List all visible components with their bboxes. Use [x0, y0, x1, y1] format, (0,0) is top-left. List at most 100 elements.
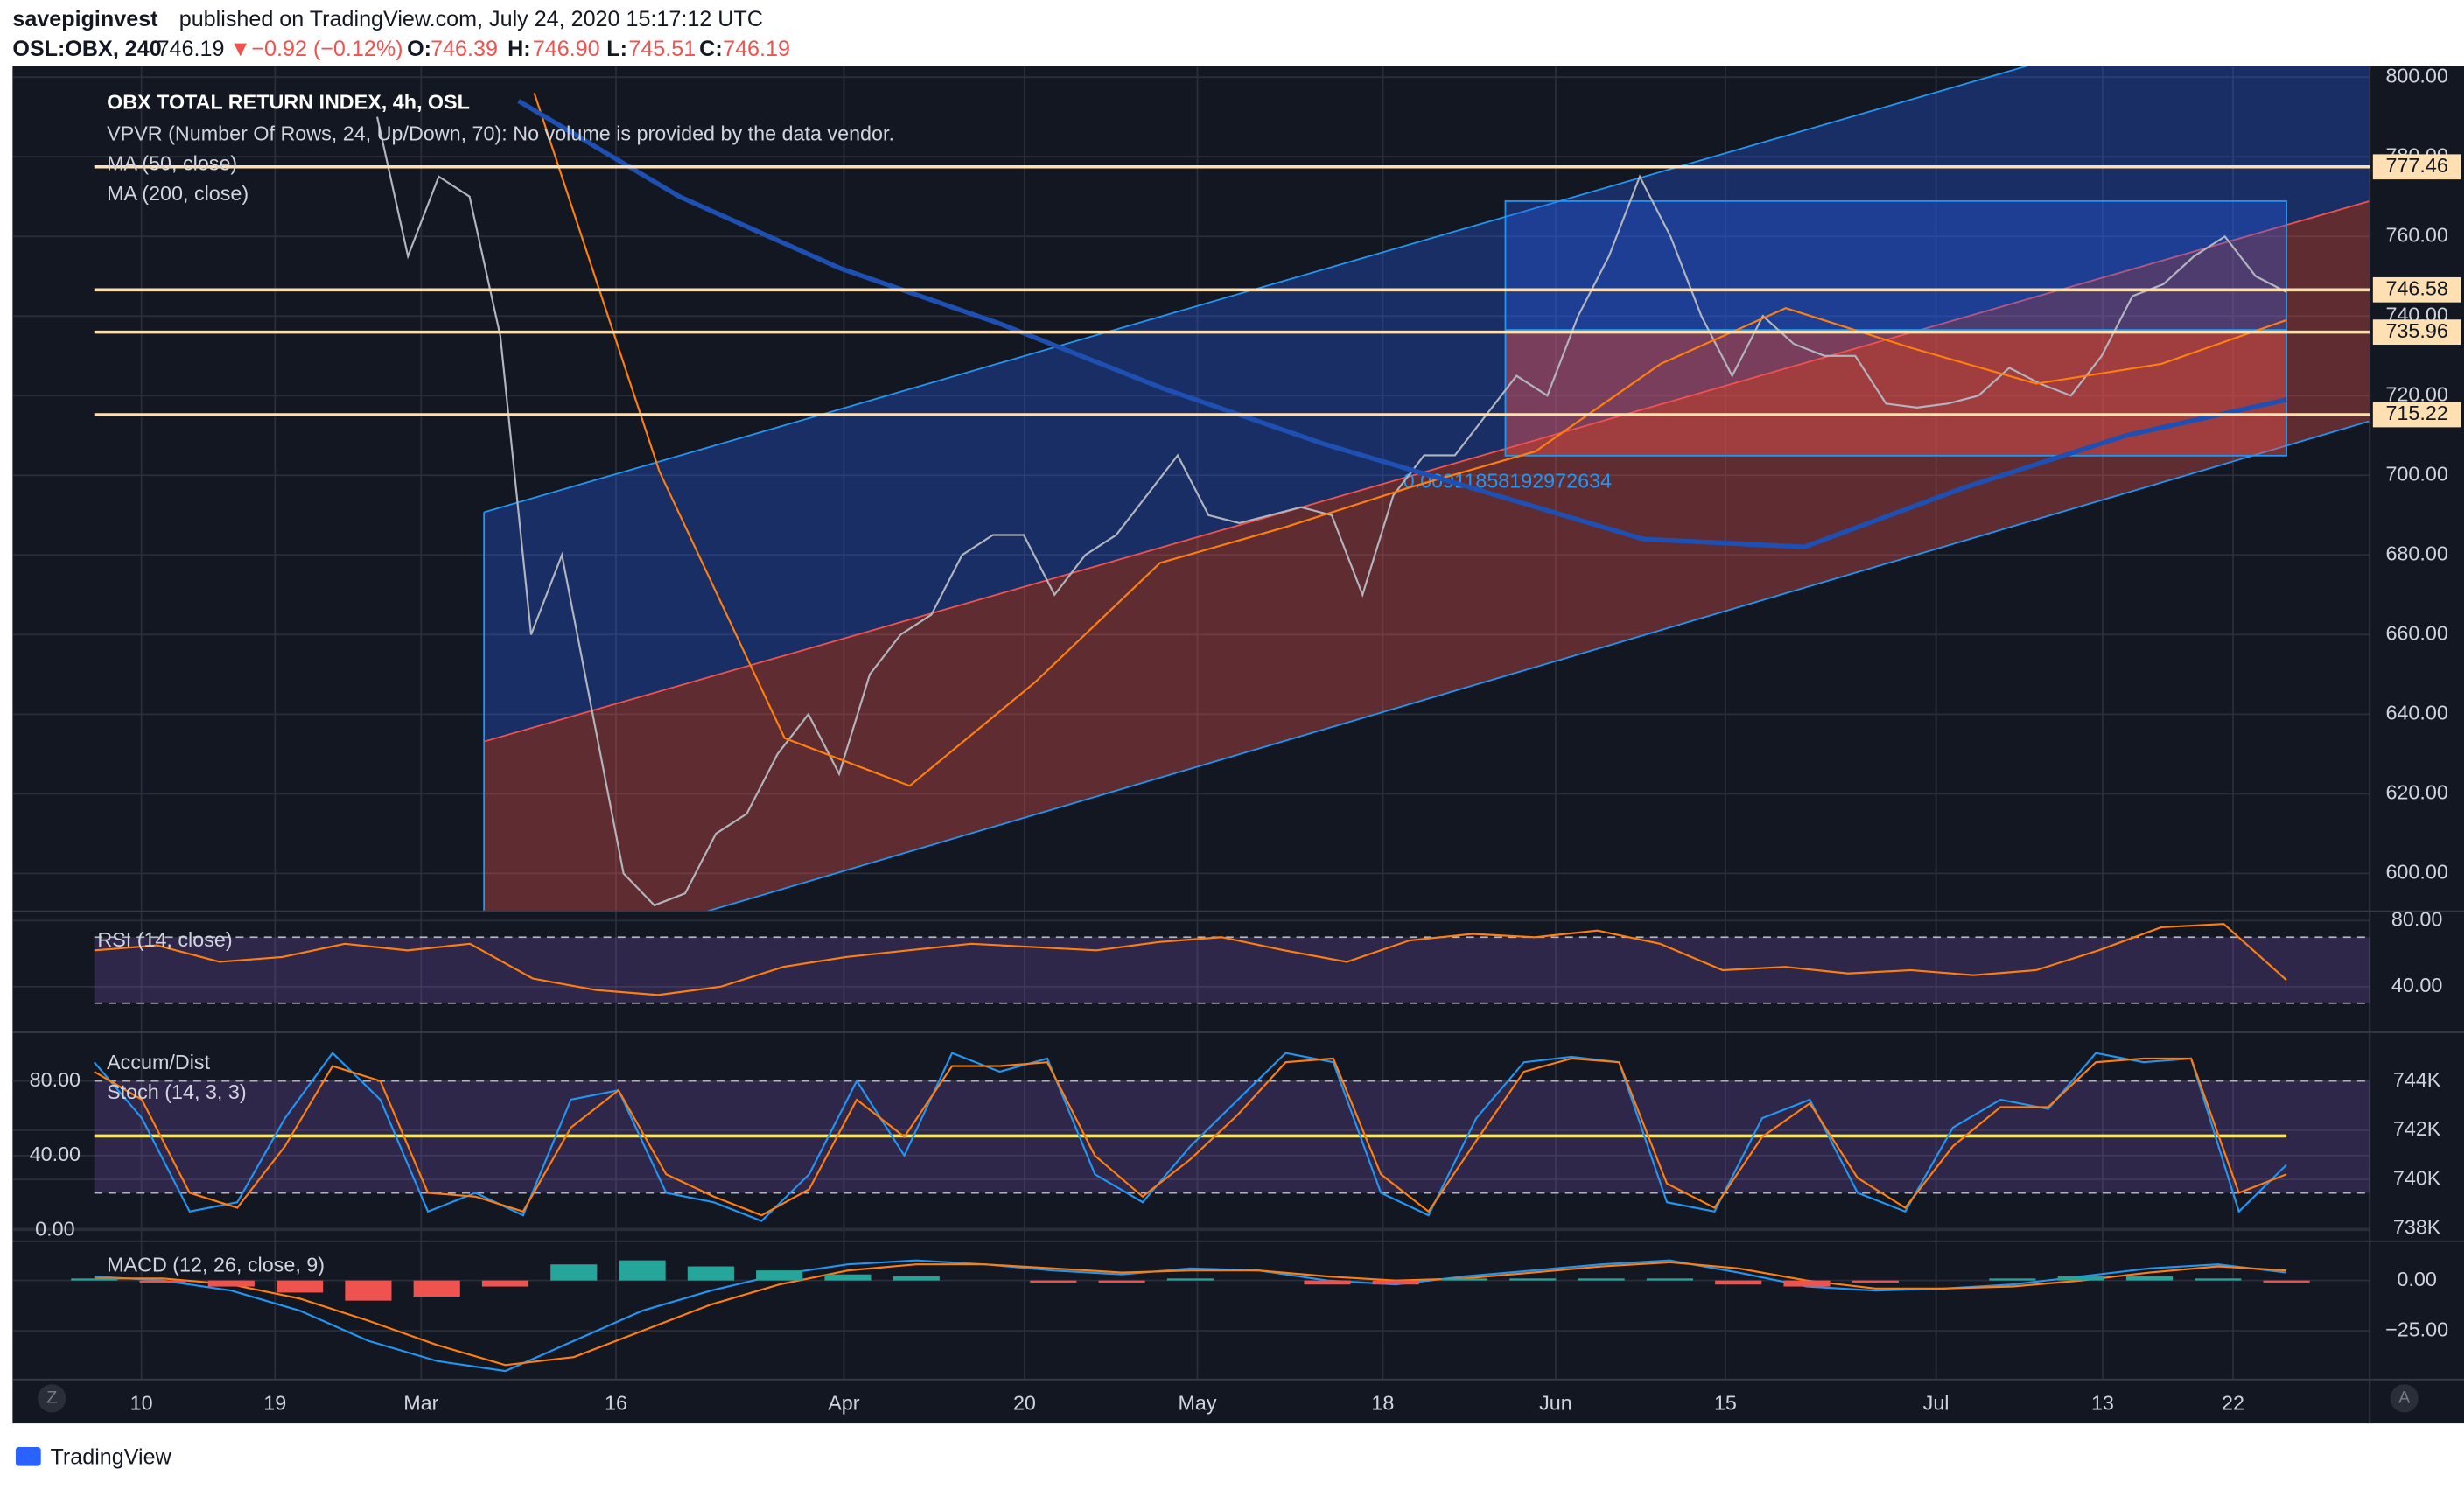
- series-line: [94, 1057, 2287, 1217]
- last: 746.19: [158, 37, 225, 61]
- histogram-bar: [550, 1264, 598, 1281]
- channel-label: 0.00911858192972634: [1404, 470, 1612, 493]
- o-label: O:: [407, 37, 431, 61]
- button[interactable]: [2390, 1384, 2418, 1413]
- range-box-down: [1504, 329, 2287, 457]
- level-label: 735.96: [2385, 319, 2447, 342]
- change: −0.92 (−0.12%): [251, 37, 402, 61]
- histogram-bar: [1646, 1278, 1694, 1281]
- x-tick-label: 16: [605, 1392, 627, 1415]
- button[interactable]: [38, 1384, 66, 1413]
- level-box: [2372, 154, 2461, 180]
- y-tick-label: −25.00: [2385, 1318, 2448, 1340]
- published: published on TradingView.com, July 24, 2…: [179, 7, 763, 31]
- brand: TradingView: [50, 1444, 172, 1469]
- vpvr-note: VPVR (Number Of Rows, 24, Up/Down, 70): …: [107, 122, 894, 145]
- c: 746.19: [723, 37, 790, 61]
- x-tick-label: 22: [2222, 1392, 2244, 1415]
- x-tick-label: Jul: [1923, 1392, 1950, 1415]
- histogram-bar: [345, 1280, 392, 1301]
- histogram-bar: [2057, 1276, 2104, 1281]
- level-box: [2372, 402, 2461, 428]
- channel-lower: [484, 200, 2370, 912]
- y-tick-label: 680.00: [2385, 542, 2447, 564]
- y-tick-label: 620.00: [2385, 781, 2447, 804]
- y-tick-label: 738K: [2393, 1216, 2441, 1239]
- level-box: [2372, 276, 2461, 303]
- plots: 600.00 620.00 640.00 660.00 680.00 700.00 720.…: [30, 64, 2461, 1373]
- legend: Stoch (14, 3, 3): [107, 1080, 246, 1103]
- x-tick-label: Apr: [828, 1392, 860, 1415]
- series-line: [375, 116, 2287, 907]
- range-box-up: [1504, 199, 2287, 332]
- log-toggle[interactable]: Z: [46, 1388, 57, 1408]
- histogram-bar: [1441, 1278, 1488, 1281]
- level-label: 715.22: [2385, 402, 2447, 424]
- x-tick-label: 15: [1714, 1392, 1737, 1415]
- symbol: OSL:OBX, 240: [12, 37, 161, 61]
- histogram-bar: [1098, 1280, 1145, 1283]
- legend: MACD (12, 26, close, 9): [107, 1254, 325, 1276]
- histogram-bar: [1852, 1280, 1899, 1283]
- histogram-bar: [619, 1260, 666, 1281]
- histogram-bar: [2194, 1278, 2242, 1281]
- y-tick-label: 720.00: [2385, 382, 2447, 405]
- histogram-bar: [1372, 1280, 1419, 1285]
- histogram-bar: [413, 1280, 460, 1297]
- histogram-bar: [481, 1280, 529, 1287]
- level-label: 777.46: [2385, 154, 2447, 177]
- l-label: L:: [606, 37, 627, 61]
- series-line: [94, 1261, 2287, 1367]
- histogram-bar: [1304, 1280, 1351, 1285]
- histogram-bar: [892, 1276, 940, 1281]
- series-line: [517, 99, 2287, 549]
- l: 745.51: [628, 37, 696, 61]
- histogram-bar: [824, 1274, 872, 1281]
- series-line: [94, 923, 2287, 996]
- x-tick-label: Jun: [1539, 1392, 1572, 1415]
- histogram-bar: [1166, 1278, 1214, 1281]
- x-tick-label: 10: [130, 1392, 153, 1415]
- histogram-bar: [756, 1270, 803, 1281]
- histogram-bar: [2125, 1276, 2174, 1281]
- y-tick-label: 742K: [2393, 1117, 2441, 1140]
- level-label: 746.58: [2385, 276, 2447, 299]
- y-tick-label: 80.00: [30, 1068, 80, 1091]
- drawings: [483, 66, 2370, 912]
- legend: RSI (14, close): [97, 928, 232, 951]
- y-tick-label: 0.00: [2397, 1268, 2436, 1290]
- histogram-bar: [207, 1280, 255, 1287]
- y-tick-label: 740K: [2393, 1166, 2441, 1189]
- y-tick-label: 700.00: [2385, 462, 2447, 485]
- channel-upper: [484, 66, 2370, 742]
- x-tick-label: 18: [1371, 1392, 1394, 1415]
- histogram-bar: [2263, 1280, 2310, 1283]
- y-tick-label: 660.00: [2385, 622, 2447, 645]
- h-label: H:: [508, 37, 531, 61]
- main-title: OBX TOTAL RETURN INDEX, 4h, OSL: [107, 91, 470, 114]
- x-tick-label: 13: [2091, 1392, 2114, 1415]
- legend: Accum/Dist: [107, 1051, 210, 1073]
- channel-bottom: [706, 420, 2370, 912]
- series-line: [93, 1051, 2287, 1222]
- y-tick-label: 40.00: [2391, 974, 2442, 996]
- h: 746.90: [533, 37, 600, 61]
- author: savepiginvest: [12, 7, 158, 31]
- histogram-bar: [687, 1266, 734, 1281]
- level-box: [2372, 319, 2461, 345]
- auto-toggle[interactable]: A: [2398, 1388, 2411, 1408]
- histogram-bar: [71, 1278, 118, 1281]
- logo-icon: [15, 1447, 41, 1466]
- legend: MA (50, close): [107, 152, 237, 175]
- x-tick-label: 19: [263, 1392, 286, 1415]
- y-tick-label: 40.00: [30, 1143, 80, 1165]
- y-tick-label: 0.00: [35, 1217, 74, 1240]
- legend: MA (200, close): [107, 182, 248, 205]
- histogram-bar: [1783, 1280, 1830, 1287]
- x-tick-label: May: [1178, 1392, 1216, 1415]
- y-tick-label: 800.00: [2385, 64, 2447, 87]
- histogram-bar: [1989, 1278, 2036, 1281]
- y-tick-label: 600.00: [2385, 861, 2447, 884]
- y-tick-label: 80.00: [2391, 908, 2442, 931]
